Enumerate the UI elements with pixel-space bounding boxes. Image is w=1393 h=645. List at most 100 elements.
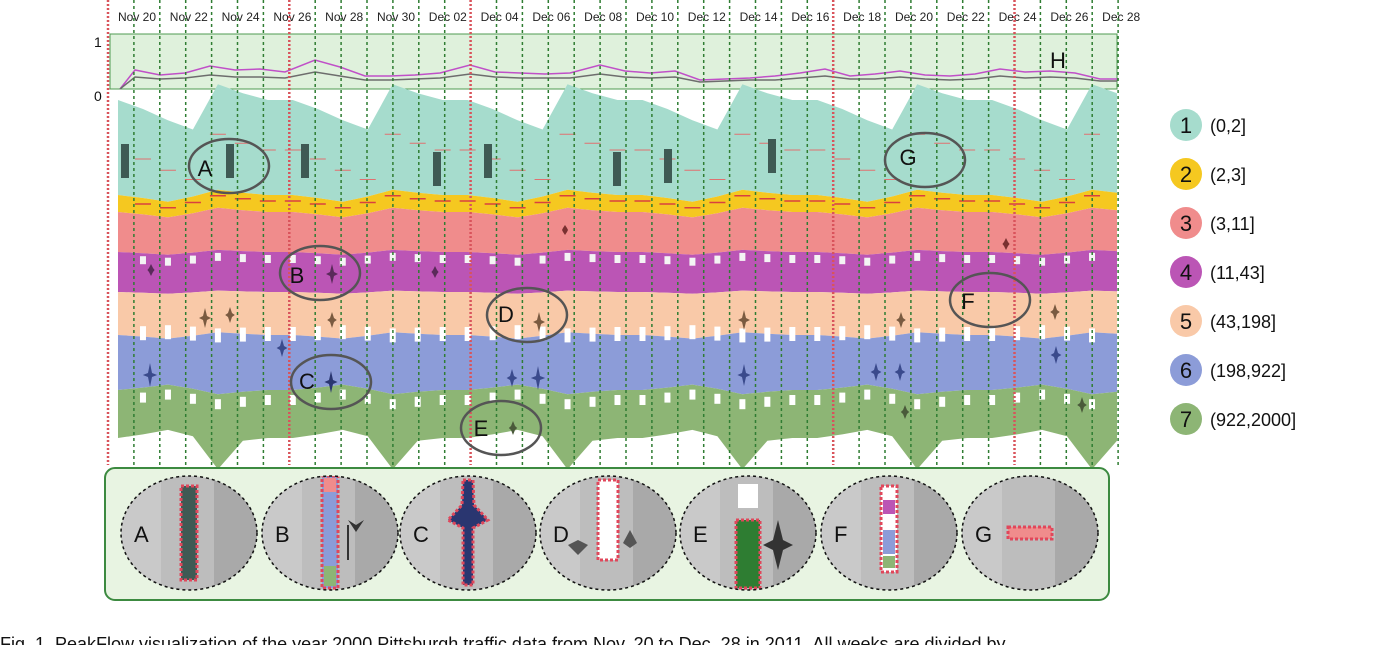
anomaly-star <box>1050 346 1062 364</box>
callout-label-b: B <box>290 263 305 288</box>
peak-bar <box>864 389 871 400</box>
anomaly-star <box>738 310 750 330</box>
peak-bar <box>164 389 171 400</box>
peak-bar <box>139 256 146 265</box>
zoom-lens-outline <box>399 475 537 591</box>
legend-range: (922,2000] <box>1210 410 1296 430</box>
peak-bar <box>939 396 946 407</box>
legend-item-5: 5 (43,198] <box>1170 305 1276 337</box>
date-label: Dec 28 <box>1102 10 1140 24</box>
legend-swatch <box>1170 256 1202 288</box>
date-label: Dec 08 <box>584 10 622 24</box>
callout-label-d: D <box>498 302 514 327</box>
figure-caption: Fig. 1. PeakFlow visualization of the ye… <box>0 634 1006 645</box>
peak-bar <box>539 326 546 341</box>
date-label: Nov 26 <box>273 10 311 24</box>
callout-label-g: G <box>899 145 916 170</box>
peak-bar <box>714 255 721 264</box>
date-label: Nov 24 <box>222 10 260 24</box>
date-label: Dec 18 <box>843 10 881 24</box>
peak-bar <box>1014 392 1021 403</box>
callout-label-e: E <box>474 416 489 441</box>
peak-bar <box>864 257 871 266</box>
peak-bar <box>564 328 571 343</box>
legend-number: 2 <box>1180 162 1192 187</box>
peak-bar <box>489 256 496 265</box>
callout-label-a: A <box>198 156 213 181</box>
legend-item-1: 1 (0,2] <box>1170 109 1246 141</box>
peak-bar <box>789 255 796 263</box>
legend-swatch <box>1170 403 1202 435</box>
peak-bar <box>514 257 521 266</box>
class1-peak-bar <box>433 152 441 186</box>
zoom-label: B <box>275 522 290 547</box>
stream-band-1 <box>118 84 1117 202</box>
peak-bar <box>714 393 721 404</box>
peak-bar <box>164 257 171 266</box>
anomaly-star <box>900 405 910 419</box>
peak-bar <box>614 395 621 405</box>
legend-swatch <box>1170 305 1202 337</box>
legend-swatch <box>1170 207 1202 239</box>
peak-bar <box>139 326 146 341</box>
peak-bar <box>189 326 196 341</box>
overview-line-purple <box>119 59 1117 90</box>
peak-bar <box>989 255 996 263</box>
zoom-lens-outline <box>539 475 677 591</box>
peak-bar <box>289 255 296 263</box>
zoom-cell-d: D <box>539 475 677 591</box>
peak-bar <box>814 395 821 405</box>
peak-bar <box>289 395 296 405</box>
date-label: Dec 12 <box>688 10 726 24</box>
class1-peak-bar <box>664 149 672 183</box>
peak-bar <box>889 255 896 264</box>
callout-h-label: H <box>1050 48 1066 73</box>
peak-bar <box>239 327 246 342</box>
peak-bar <box>264 255 271 263</box>
peak-bar <box>814 327 821 341</box>
callout-ellipse-g <box>883 131 967 189</box>
legend-range: (0,2] <box>1210 116 1246 136</box>
peak-bar <box>239 396 246 407</box>
peak-bar <box>439 327 446 341</box>
legend-item-4: 4 (11,43] <box>1170 256 1265 288</box>
peak-bar <box>639 395 646 405</box>
peak-bar <box>214 252 221 261</box>
legend-range: (43,198] <box>1210 312 1276 332</box>
stream-band-3 <box>118 207 1117 255</box>
peak-bar <box>689 325 696 340</box>
date-label: Dec 26 <box>1050 10 1088 24</box>
peak-bar <box>564 252 571 261</box>
peak-bar <box>339 325 346 340</box>
zoom-lens-outline <box>679 475 817 591</box>
anomaly-star <box>1050 304 1060 320</box>
legend-swatch <box>1170 109 1202 141</box>
zoom-cell-e: E <box>679 475 817 591</box>
peak-bar <box>1039 389 1046 400</box>
class1-peak-bar <box>768 139 776 173</box>
zoom-cell-b: B <box>261 475 399 591</box>
peak-bar <box>964 255 971 263</box>
peak-bar <box>464 255 471 263</box>
peak-bar <box>664 326 671 341</box>
peak-bar <box>164 325 171 340</box>
anomaly-star <box>225 307 235 323</box>
zoom-lens-outline <box>820 475 958 591</box>
anomaly-star <box>147 264 155 276</box>
anomaly-star <box>1002 238 1010 250</box>
peak-bar <box>614 255 621 263</box>
peak-bar <box>489 326 496 341</box>
overview-y-min: 0 <box>94 88 102 104</box>
callout-ellipse-c <box>289 353 373 411</box>
zoom-label: E <box>693 522 708 547</box>
anomaly-star <box>508 421 518 435</box>
peak-bar <box>864 325 871 340</box>
peak-bar <box>964 395 971 405</box>
peak-bar <box>589 327 596 342</box>
peak-bar <box>689 389 696 400</box>
callout-ellipse-f <box>948 271 1032 329</box>
peak-bar <box>539 393 546 404</box>
date-label: Dec 06 <box>532 10 570 24</box>
callout-ellipse-e <box>459 399 543 457</box>
peak-bar <box>1039 325 1046 340</box>
